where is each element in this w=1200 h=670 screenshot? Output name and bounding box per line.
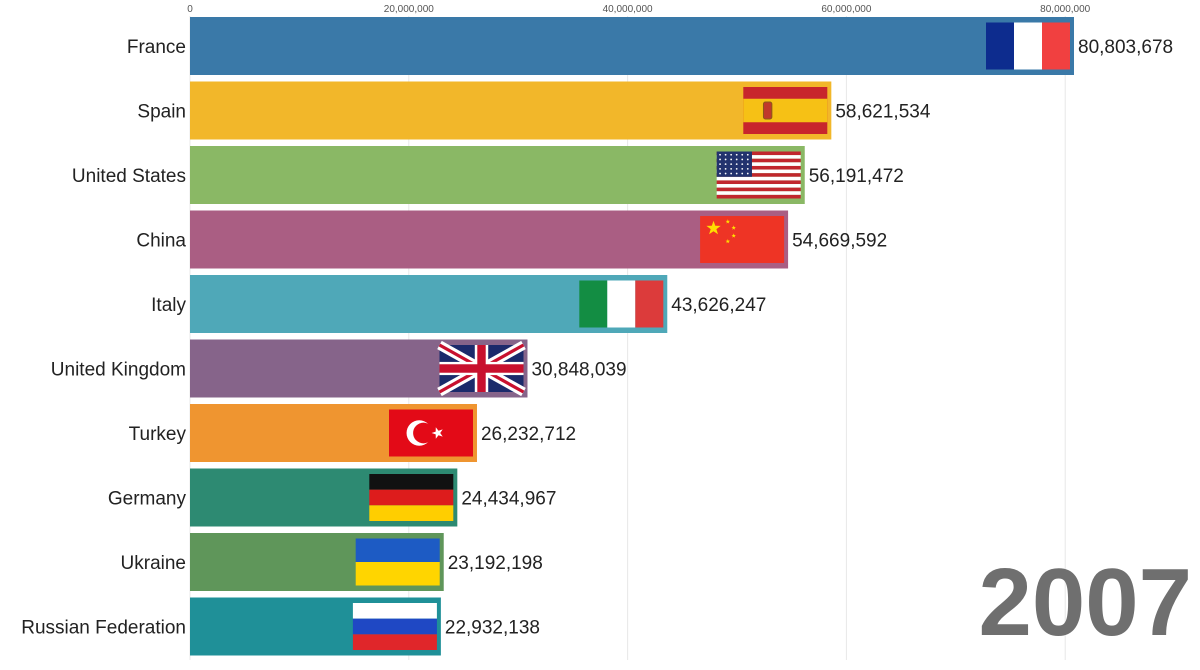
bar-row: United States 56,191,472 — [72, 146, 904, 204]
bar-row: China 54,669,592 — [136, 210, 887, 269]
value-label: 43,626,247 — [671, 295, 766, 316]
bar — [190, 17, 1074, 75]
category-label: Turkey — [129, 424, 187, 445]
bar-row: United Kingdom 30,848,039 — [51, 339, 627, 398]
bar-row: Italy 43,626,247 — [151, 275, 766, 333]
x-tick-label: 20,000,000 — [384, 4, 434, 15]
bar-row: Spain 58,621,534 — [137, 81, 931, 140]
category-label: Germany — [108, 489, 187, 510]
value-label: 54,669,592 — [792, 231, 887, 252]
bar — [190, 210, 789, 269]
x-tick-label: 80,000,000 — [1040, 4, 1090, 15]
bar — [190, 146, 805, 204]
bar-row: Germany 24,434,967 — [108, 468, 556, 527]
russia-flag-icon — [352, 603, 437, 650]
bars: France 80,803,678 Spain 58,621,534 United St… — [21, 17, 1173, 656]
category-label: Spain — [137, 102, 186, 123]
bar-row: Russian Federation 22,932,138 — [21, 597, 540, 656]
category-label: Russian Federation — [21, 618, 186, 639]
category-label: United Kingdom — [51, 360, 186, 381]
value-label: 22,932,138 — [445, 618, 540, 639]
uk-flag-icon — [437, 340, 526, 397]
x-tick-label: 60,000,000 — [821, 4, 871, 15]
bar — [190, 81, 832, 140]
value-label: 26,232,712 — [481, 424, 576, 445]
value-label: 56,191,472 — [809, 166, 904, 187]
italy-flag-icon — [579, 280, 664, 328]
spain-flag-icon — [743, 87, 828, 134]
bar-row: Ukraine 23,192,198 — [121, 533, 543, 591]
category-label: Italy — [151, 295, 186, 316]
value-label: 58,621,534 — [835, 102, 931, 123]
bar-row: Turkey 26,232,712 — [129, 404, 576, 462]
usa-flag-icon — [716, 151, 801, 199]
category-label: France — [127, 37, 186, 58]
bar-row: France 80,803,678 — [127, 17, 1173, 75]
ukraine-flag-icon — [355, 538, 440, 586]
category-label: United States — [72, 166, 186, 187]
china-flag-icon — [700, 216, 785, 263]
x-tick-label: 0 — [187, 4, 193, 15]
category-label: China — [136, 231, 186, 252]
x-tick-label: 40,000,000 — [603, 4, 653, 15]
value-label: 30,848,039 — [531, 360, 626, 381]
value-label: 23,192,198 — [448, 553, 543, 574]
turkey-flag-icon — [389, 409, 473, 457]
value-label: 80,803,678 — [1078, 37, 1173, 58]
x-axis-ticks: 0 20,000,000 40,000,000 60,000,000 80,000,00… — [187, 4, 1090, 15]
france-flag-icon — [986, 22, 1070, 70]
value-label: 24,434,967 — [461, 489, 556, 510]
germany-flag-icon — [369, 474, 454, 521]
category-label: Ukraine — [121, 553, 186, 574]
year-label: 2007 — [978, 549, 1192, 656]
